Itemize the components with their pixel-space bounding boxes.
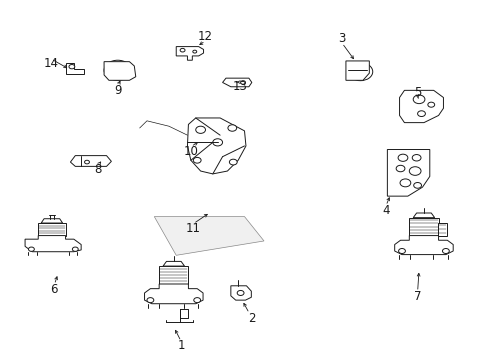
Circle shape — [69, 64, 75, 69]
Text: 8: 8 — [94, 163, 102, 176]
Text: 3: 3 — [338, 32, 345, 45]
Circle shape — [227, 125, 236, 131]
Polygon shape — [386, 149, 429, 196]
Polygon shape — [345, 61, 368, 80]
Circle shape — [104, 60, 131, 80]
Circle shape — [195, 126, 205, 134]
Circle shape — [72, 247, 78, 251]
Circle shape — [413, 183, 421, 188]
Polygon shape — [222, 78, 251, 87]
Text: 13: 13 — [232, 80, 246, 93]
Circle shape — [442, 248, 448, 253]
Circle shape — [28, 247, 34, 251]
Polygon shape — [144, 284, 203, 304]
Circle shape — [412, 95, 424, 104]
Circle shape — [397, 154, 407, 161]
Text: 11: 11 — [185, 222, 201, 235]
Circle shape — [411, 154, 420, 161]
Circle shape — [353, 67, 366, 76]
Polygon shape — [65, 63, 83, 74]
Text: 12: 12 — [198, 30, 213, 43]
Polygon shape — [412, 213, 434, 218]
Circle shape — [192, 50, 196, 53]
Polygon shape — [38, 223, 65, 235]
Polygon shape — [154, 217, 264, 255]
Circle shape — [112, 66, 123, 75]
Circle shape — [180, 48, 184, 52]
Text: 6: 6 — [50, 283, 58, 296]
Polygon shape — [159, 266, 188, 284]
Circle shape — [212, 139, 222, 146]
Circle shape — [84, 160, 89, 164]
Circle shape — [240, 81, 245, 84]
Circle shape — [347, 63, 372, 81]
Polygon shape — [399, 90, 443, 123]
Circle shape — [398, 248, 405, 253]
Text: 5: 5 — [413, 86, 421, 99]
Circle shape — [229, 159, 237, 165]
Text: 9: 9 — [114, 84, 121, 97]
Text: 14: 14 — [43, 57, 58, 70]
Circle shape — [193, 157, 201, 163]
Text: 4: 4 — [382, 204, 389, 217]
Circle shape — [147, 298, 154, 303]
Polygon shape — [437, 223, 447, 235]
Polygon shape — [408, 218, 438, 235]
Polygon shape — [230, 286, 251, 300]
Polygon shape — [70, 156, 111, 166]
Text: 2: 2 — [247, 311, 255, 325]
Polygon shape — [104, 62, 136, 80]
Circle shape — [237, 291, 244, 296]
Circle shape — [417, 111, 425, 117]
Circle shape — [408, 167, 420, 175]
Polygon shape — [176, 46, 203, 60]
Circle shape — [193, 298, 200, 303]
Polygon shape — [41, 219, 62, 223]
Text: 7: 7 — [413, 290, 421, 303]
Text: 1: 1 — [177, 339, 184, 352]
Circle shape — [427, 102, 434, 107]
Circle shape — [399, 179, 410, 187]
Text: 10: 10 — [183, 145, 198, 158]
Polygon shape — [394, 235, 452, 255]
Polygon shape — [187, 118, 245, 174]
Circle shape — [395, 165, 404, 172]
Polygon shape — [25, 235, 81, 252]
Polygon shape — [163, 261, 184, 266]
